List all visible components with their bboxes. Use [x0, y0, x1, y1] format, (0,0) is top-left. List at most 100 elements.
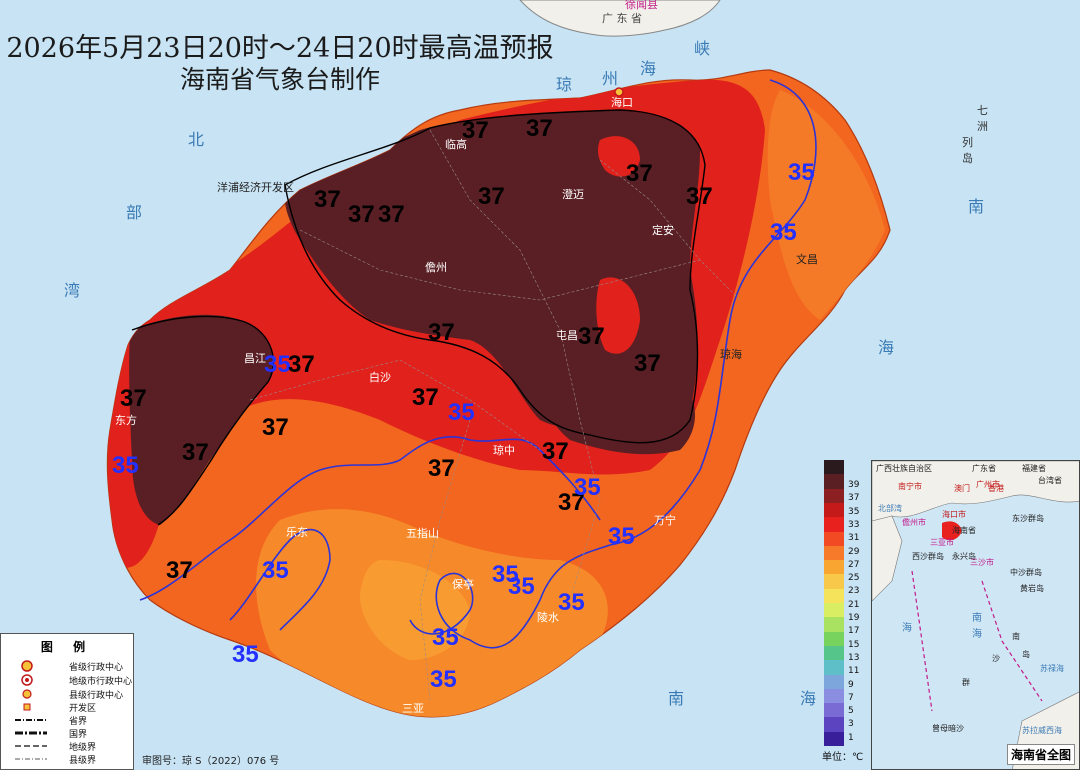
sea-label-5: 北	[188, 130, 204, 149]
city-haikou: 海口	[611, 95, 633, 109]
legend-row: 省级行政中心	[5, 660, 133, 673]
inset-label: 南	[972, 611, 982, 624]
colorbar-tick-label: 19	[848, 613, 860, 623]
city-dongfang: 东方	[115, 413, 137, 427]
colorbar-tick-label: 15	[848, 639, 860, 650]
legend-title: 图 例	[40, 640, 94, 654]
dot-circle-icon	[22, 689, 32, 699]
colorbar-swatch	[824, 545, 844, 561]
iso-label: 37	[478, 183, 505, 210]
sea-label-3: 海	[640, 59, 656, 78]
colorbar-tick-label: 21	[848, 599, 860, 610]
inset-label: 广州市	[976, 479, 1000, 489]
colorbar-swatch	[824, 617, 844, 633]
city-wuzhishan: 五指山	[406, 526, 439, 540]
legend-label: 地级市行政中心	[69, 677, 133, 687]
iso-label: 35	[608, 523, 635, 550]
iso-label: 37	[428, 455, 455, 482]
iso-label: 37	[166, 557, 193, 584]
colorbar-swatch	[824, 531, 844, 547]
colorbar-swatch	[824, 502, 844, 518]
colorbar-swatch	[824, 517, 844, 532]
inset-label: 海	[972, 627, 982, 640]
inset-label: 沙	[992, 654, 1000, 663]
colorbar-tick-label: 31	[848, 533, 860, 544]
colorbar-tick-label: 25	[848, 573, 860, 584]
colorbar-swatch	[824, 645, 844, 661]
legend-label: 县级行政中心	[69, 691, 124, 701]
colorbar-swatch	[824, 731, 844, 747]
capital-marker-icon	[614, 87, 624, 97]
colorbar-swatch	[824, 574, 844, 590]
colorbar-swatch	[824, 717, 844, 733]
colorbar-tick-label: 5	[848, 706, 854, 717]
iso-label: 35	[508, 573, 535, 600]
colorbar-tick-label: 9	[848, 679, 854, 690]
iso-label: 37	[626, 160, 653, 187]
iso-label: 37	[634, 350, 661, 377]
inset-label: 海口市	[942, 509, 966, 519]
city-markers: 海口 临高 澄迈 定安 文昌 洋浦经济开发区 儋州 屯昌 琼海 昌江 白沙 东方…	[115, 87, 818, 715]
sea-label-7: 湾	[64, 281, 80, 300]
iso-label: 35	[770, 219, 797, 246]
iso-label: 37	[428, 319, 455, 346]
zone-notch2	[596, 277, 640, 354]
city-dingan: 定安	[652, 223, 674, 237]
inset-label: 福建省	[1022, 463, 1046, 473]
iso-label: 35	[448, 399, 475, 426]
inset-label: 三亚市	[930, 537, 954, 547]
inset-label: 群	[962, 677, 970, 687]
inset-map: 广西壮族自治区 广东省 福建省 台湾省 南宁市 广州市 澳门 香港 北部湾 海口…	[871, 460, 1080, 770]
legend-row: 地级界	[5, 740, 133, 753]
inset-label: 中沙群岛	[1010, 567, 1042, 577]
colorbar-tick-label: 29	[848, 546, 860, 557]
colorbar-swatch	[824, 603, 844, 618]
sea-label-10: 七	[977, 104, 988, 117]
inset-label: 北部湾	[878, 503, 902, 513]
isotherm-37-west	[131, 315, 275, 526]
iso-label: 37	[526, 115, 553, 142]
colorbar-tick-label: 3	[848, 719, 854, 730]
inset-label: 广西壮族自治区	[876, 463, 932, 473]
legend-label: 县级界	[69, 756, 97, 766]
inset-label: 苏拉威西海	[1022, 725, 1062, 735]
legend-row: 开发区	[5, 701, 133, 714]
colorbar-swatch	[824, 488, 844, 504]
square-icon	[23, 703, 31, 711]
inset-label: 永兴岛	[952, 551, 976, 561]
prefecture-boundary-icon	[15, 745, 47, 747]
zone-38-east	[538, 356, 695, 455]
colorbar-tick-label: 33	[848, 519, 860, 530]
sea-label-14: 南	[668, 689, 684, 708]
national-boundary-icon	[15, 731, 47, 735]
city-qionghai: 琼海	[720, 347, 742, 361]
iso-label: 35	[264, 351, 291, 378]
city-baisha: 白沙	[369, 370, 391, 384]
unit-label: 单位：℃	[822, 752, 864, 763]
sea-label-4: 峡	[694, 39, 710, 58]
isotherm-35-east	[409, 79, 817, 649]
city-chengmai: 澄迈	[562, 187, 584, 201]
iso-label: 35	[558, 589, 585, 616]
iso-label: 37	[462, 117, 489, 144]
sea-label-2: 州	[602, 69, 618, 88]
iso-label: 37	[412, 384, 439, 411]
sea-label-12: 列	[962, 135, 973, 149]
colorbar-swatch	[824, 688, 844, 704]
temperature-colorbar	[824, 460, 874, 760]
legend-label: 省界	[69, 717, 88, 727]
city-sanya: 三亚	[402, 702, 424, 715]
city-lingshui: 陵水	[537, 611, 559, 624]
province-label: 广 东 省	[602, 12, 642, 25]
city-qiongzhong: 琼中	[493, 443, 515, 457]
zone-east	[767, 90, 885, 320]
inset-label: 台湾省	[1038, 475, 1062, 485]
inset-label: 儋州市	[902, 517, 926, 527]
colorbar-swatch	[824, 474, 844, 490]
guangdong-mainland	[519, 0, 721, 37]
zone-38-west	[129, 314, 274, 525]
city-changjiang: 昌江	[244, 352, 266, 365]
inset-label: 海	[902, 621, 912, 634]
iso-label: 37	[578, 323, 605, 350]
